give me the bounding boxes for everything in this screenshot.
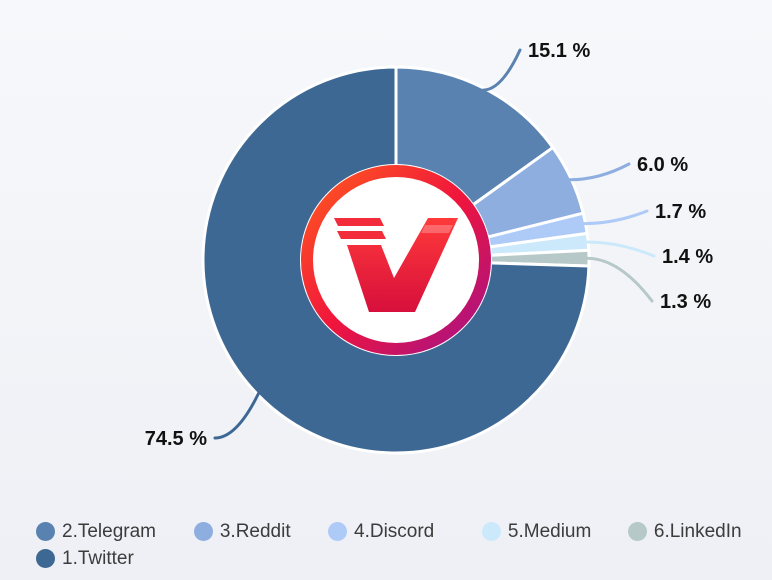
legend-item-telegram[interactable]: 2.Telegram bbox=[36, 521, 194, 543]
leader-line-telegram bbox=[481, 48, 522, 92]
legend-label: 6.LinkedIn bbox=[653, 520, 742, 542]
legend-marker-icon bbox=[36, 549, 55, 568]
leader-line-reddit bbox=[567, 162, 631, 182]
center-logo bbox=[300, 164, 492, 356]
legend-label: 1.Twitter bbox=[62, 547, 134, 569]
data-label-twitter: 74.5 % bbox=[145, 428, 207, 450]
legend-marker-icon bbox=[627, 522, 647, 541]
leader-line-linkedin bbox=[585, 256, 654, 303]
legend-item-medium[interactable]: 5.Medium bbox=[481, 520, 628, 543]
legend-row: 1.Twitter bbox=[36, 545, 766, 572]
legend-label: 2.Telegram bbox=[62, 520, 156, 542]
data-label-linkedin: 1.3 % bbox=[660, 291, 711, 313]
red-v-logo-icon bbox=[334, 218, 458, 312]
legend-label: 4.Discord bbox=[354, 520, 435, 542]
legend-item-discord[interactable]: 4.Discord bbox=[328, 521, 482, 543]
legend-marker-icon bbox=[328, 522, 347, 541]
data-label-medium: 1.4 % bbox=[662, 246, 713, 268]
leader-line-medium bbox=[584, 240, 656, 258]
data-label-reddit: 6.0 % bbox=[637, 154, 688, 176]
leader-line-twitter bbox=[213, 391, 261, 440]
legend-marker-icon bbox=[481, 522, 501, 541]
legend-marker-icon bbox=[36, 522, 55, 541]
legend-marker-icon bbox=[193, 522, 213, 541]
legend-item-linkedin[interactable]: 6.LinkedIn bbox=[627, 520, 766, 543]
leader-line-discord bbox=[582, 209, 649, 226]
donut-chart: 15.1 % 6.0 % 1.7 % 1.4 % 1.3 % 74.5 % bbox=[145, 40, 713, 455]
chart-legend: 2.Telegram 3.Reddit 4.Discord 5.Medium 6.Lin… bbox=[36, 518, 766, 572]
logo-ring bbox=[301, 165, 491, 355]
data-label-telegram: 15.1 % bbox=[528, 40, 590, 62]
legend-item-reddit[interactable]: 3.Reddit bbox=[193, 520, 328, 543]
legend-item-twitter[interactable]: 1.Twitter bbox=[36, 548, 176, 570]
legend-label: 5.Medium bbox=[507, 520, 592, 542]
legend-label: 3.Reddit bbox=[219, 520, 291, 542]
data-label-discord: 1.7 % bbox=[655, 201, 706, 223]
legend-row: 2.Telegram 3.Reddit 4.Discord 5.Medium 6.Lin… bbox=[36, 518, 766, 545]
